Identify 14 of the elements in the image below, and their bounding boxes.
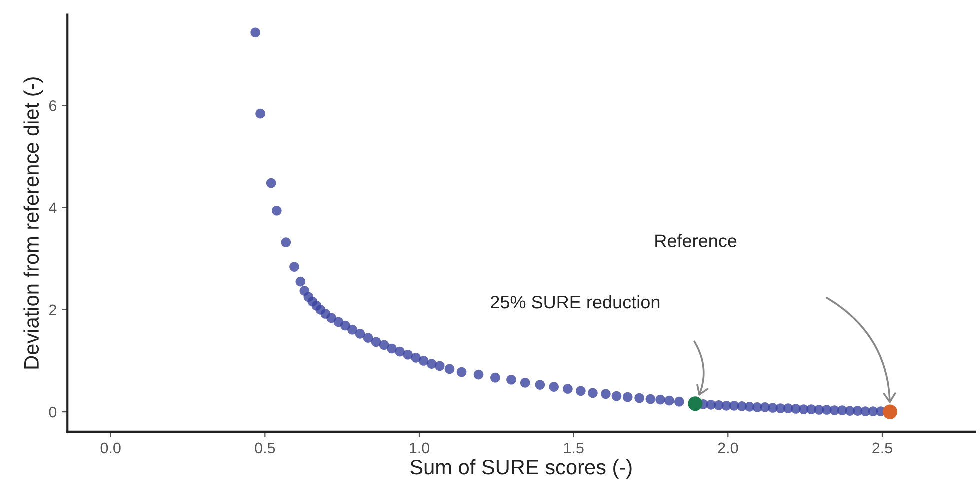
x-axis-title: Sum of SURE scores (-) bbox=[410, 459, 632, 479]
x-tick-label: 1.5 bbox=[564, 442, 584, 454]
x-tick-label: 0.0 bbox=[100, 442, 121, 454]
y-tick-label: 0 bbox=[49, 406, 57, 418]
y-tick-label: 4 bbox=[49, 202, 57, 214]
x-tick-label: 2.5 bbox=[872, 442, 892, 454]
x-tick-label: 0.5 bbox=[255, 442, 276, 454]
annotation: 25% SURE reduction bbox=[491, 295, 660, 309]
y-axis-title: Deviation from reference diet (-) bbox=[24, 78, 44, 369]
annotation: Reference bbox=[656, 234, 737, 248]
y-tick-label: 6 bbox=[49, 100, 57, 112]
y-tick-label: 2 bbox=[49, 304, 56, 316]
x-tick-label: 2.0 bbox=[718, 442, 738, 454]
x-tick-label: 1.0 bbox=[410, 442, 430, 454]
